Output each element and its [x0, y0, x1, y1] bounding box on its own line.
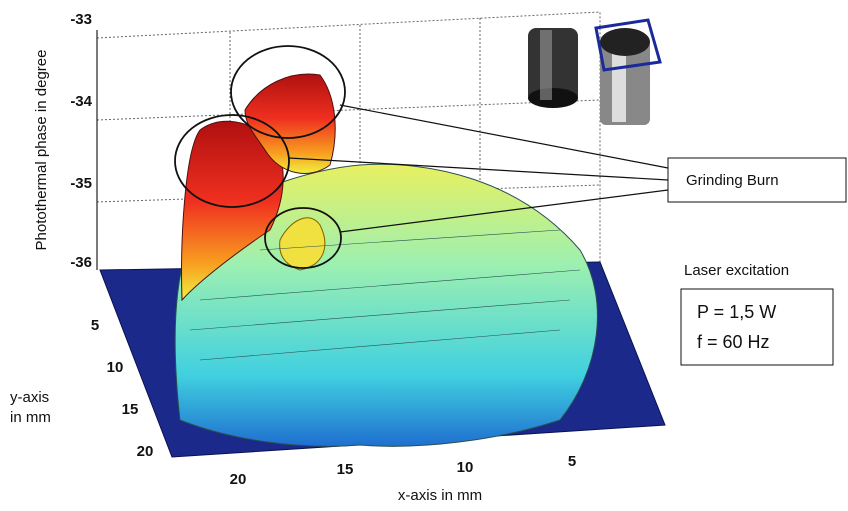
- y-axis-label: y-axis: [10, 389, 49, 406]
- y-axis-label: in mm: [10, 409, 51, 426]
- x-axis-label: x-axis in mm: [398, 487, 482, 504]
- z-axis-label: Photothermal phase in degree: [33, 50, 50, 251]
- z-tick: -35: [70, 175, 92, 192]
- y-tick: 15: [122, 401, 139, 418]
- excitation-title: Laser excitation: [684, 262, 789, 279]
- callout-lines: [288, 104, 669, 233]
- z-tick: -33: [70, 11, 92, 28]
- y-tick: 20: [137, 443, 154, 460]
- highlight-circles: [174, 45, 346, 269]
- excitation-line: f = 60 Hz: [697, 332, 770, 352]
- annotation: Grinding Burn: [686, 172, 779, 189]
- x-tick: 15: [337, 461, 354, 478]
- annotation-box: [667, 157, 847, 203]
- z-tick: -36: [70, 254, 92, 271]
- y-tick: 5: [91, 317, 99, 334]
- surface: [174, 73, 598, 447]
- x-tick: 10: [457, 459, 474, 476]
- excitation-box: [680, 288, 834, 366]
- y-tick: 10: [107, 359, 124, 376]
- z-tick: -34: [70, 93, 92, 110]
- x-tick: 5: [568, 453, 576, 470]
- photo: [528, 18, 662, 125]
- x-tick: 20: [230, 471, 247, 488]
- excitation-line: P = 1,5 W: [697, 302, 776, 322]
